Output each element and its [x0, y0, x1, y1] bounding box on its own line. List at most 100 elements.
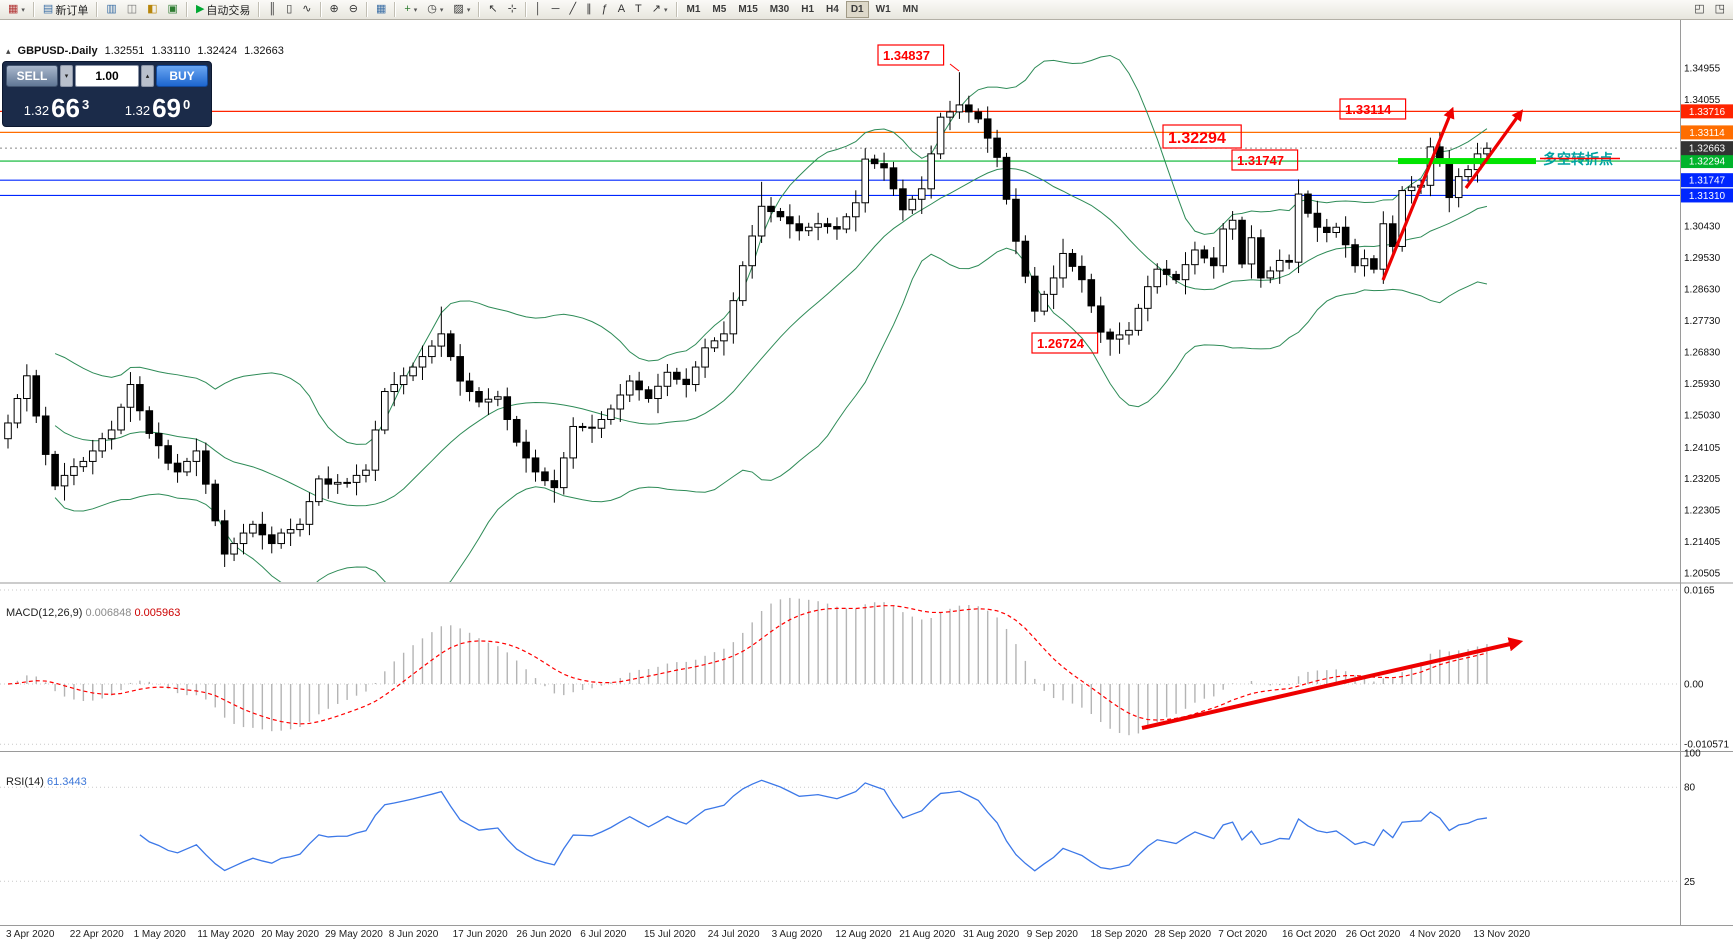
indicators-icon[interactable]: + ▾	[400, 1, 421, 18]
bar-chart-icon[interactable]: ║	[264, 1, 280, 18]
svg-text:12 Aug 2020: 12 Aug 2020	[835, 929, 892, 940]
svg-text:22 Apr 2020: 22 Apr 2020	[70, 929, 124, 940]
svg-text:1.20505: 1.20505	[1684, 569, 1721, 580]
collapse-panel-icon[interactable]: ▴	[6, 46, 11, 56]
svg-text:20 May 2020: 20 May 2020	[261, 929, 319, 940]
toolbar-separator	[258, 2, 261, 17]
trend-arrow[interactable]	[1464, 109, 1524, 189]
crosshair-icon[interactable]: ⊹	[504, 1, 521, 18]
support-zone-highlight[interactable]	[1398, 158, 1536, 165]
bollinger-bands	[54, 54, 1488, 582]
channel-icon[interactable]: ∥	[582, 1, 596, 18]
text-label-icon[interactable]: T	[631, 1, 646, 18]
window-switch-icon[interactable]: ◳	[1711, 1, 1729, 18]
buy-button[interactable]: BUY	[156, 65, 208, 87]
window-layout-icon[interactable]: ◰	[1690, 1, 1708, 18]
tf-d1-button[interactable]: D1	[845, 1, 869, 18]
toolbar-separator	[185, 2, 188, 17]
cursor-icon[interactable]: ↖	[484, 1, 501, 18]
svg-text:1.29530: 1.29530	[1684, 253, 1721, 264]
tf-h4-button[interactable]: H4	[821, 1, 844, 18]
svg-text:16 Oct 2020: 16 Oct 2020	[1282, 929, 1337, 940]
date-axis[interactable]: 3 Apr 2020 22 Apr 2020 1 May 2020 11 May 20…	[6, 929, 1531, 940]
new-chart-icon[interactable]: ▦ ▾	[4, 1, 29, 18]
volume-input[interactable]	[75, 65, 139, 87]
chart-annotation[interactable]: 1.26724	[1031, 332, 1099, 354]
zoom-out-icon[interactable]: ⊖	[345, 1, 362, 18]
line-chart-icon[interactable]: ∿	[298, 1, 315, 18]
svg-text:7 Oct 2020: 7 Oct 2020	[1218, 929, 1267, 940]
zoom-in-icon[interactable]: ⊕	[326, 1, 343, 18]
rsi-value: 61.3443	[46, 776, 87, 788]
macd-trend-arrow[interactable]	[1141, 637, 1524, 730]
rsi-indicator-label: RSI(14) 61.3443	[6, 776, 87, 788]
svg-text:1.34837: 1.34837	[883, 48, 930, 63]
horizontal-line-icon[interactable]: ─	[548, 1, 564, 18]
volume-increase-button[interactable]: ▴	[141, 65, 154, 87]
tf-m1-button[interactable]: M1	[682, 1, 706, 18]
templates-icon[interactable]: ▨ ▾	[449, 1, 474, 18]
new-order-button[interactable]: ▤ 新订单	[39, 1, 92, 18]
ask-price-pipette: 0	[183, 97, 191, 112]
chart-annotation[interactable]: 1.34837	[877, 44, 960, 72]
chart-annotation[interactable]: 1.33114	[1339, 98, 1407, 120]
tf-m30-button[interactable]: M30	[765, 1, 794, 18]
arrows-icon[interactable]: ↗ ▾	[648, 1, 672, 18]
sell-button[interactable]: SELL	[6, 65, 58, 87]
svg-text:1 May 2020: 1 May 2020	[134, 929, 187, 940]
chart-annotation[interactable]: 多空转折点	[1540, 151, 1620, 167]
svg-text:1.33114: 1.33114	[1345, 102, 1392, 117]
candlestick-chart-icon[interactable]: ▯	[282, 1, 296, 18]
chart-annotation[interactable]: 1.32294	[1162, 124, 1242, 149]
trend-arrow[interactable]	[1381, 106, 1455, 281]
svg-text:8 Jun 2020: 8 Jun 2020	[389, 929, 439, 940]
svg-text:1.33114: 1.33114	[1689, 128, 1725, 139]
ask-price: 1.32 69 0	[107, 89, 208, 123]
toolbar-separator	[365, 2, 368, 17]
price-chart-svg: 1.34837 1.33114 1.32294 1.31747 1.26724 多空转折点…	[0, 20, 1733, 940]
navigator-icon[interactable]: ◧	[143, 1, 161, 18]
toolbar-separator	[675, 2, 678, 17]
vertical-line-icon[interactable]: │	[531, 1, 546, 18]
chart-area[interactable]: 1.34837 1.33114 1.32294 1.31747 1.26724 多空转折点…	[0, 20, 1733, 943]
volume-decrease-button[interactable]: ▾	[60, 65, 73, 87]
bid-price-prefix: 1.32	[23, 102, 50, 118]
svg-text:1.33716: 1.33716	[1689, 107, 1726, 118]
svg-text:80: 80	[1684, 783, 1696, 794]
svg-text:26 Jun 2020: 26 Jun 2020	[516, 929, 571, 940]
trendline-icon[interactable]: ╱	[565, 1, 580, 18]
bid-price-big-digits: 66	[51, 93, 80, 123]
toolbar-separator	[96, 2, 99, 17]
svg-text:1.23205: 1.23205	[1684, 474, 1721, 485]
data-window-icon[interactable]: ◫	[123, 1, 141, 18]
svg-text:0.0165: 0.0165	[1684, 585, 1715, 596]
toolbar-separator	[524, 2, 527, 17]
tile-windows-icon[interactable]: ▦	[372, 1, 390, 18]
annotations-layer: 1.34837 1.33114 1.32294 1.31747 1.26724 多空转折点	[877, 44, 1620, 354]
svg-text:29 May 2020: 29 May 2020	[325, 929, 383, 940]
svg-text:6 Jul 2020: 6 Jul 2020	[580, 929, 627, 940]
tf-mn-button[interactable]: MN	[898, 1, 924, 18]
tf-m5-button[interactable]: M5	[707, 1, 731, 18]
tf-h1-button[interactable]: H1	[796, 1, 819, 18]
toolbar-separator	[319, 2, 322, 17]
svg-text:0.00: 0.00	[1684, 679, 1704, 690]
svg-text:-0.010571: -0.010571	[1684, 740, 1729, 751]
symbol-header: ▴ GBPUSD-.Daily 1.32551 1.33110 1.32424 …	[6, 45, 284, 57]
macd-value: 0.006848	[85, 607, 132, 619]
periods-icon[interactable]: ◷ ▾	[423, 1, 447, 18]
tf-w1-button[interactable]: W1	[871, 1, 896, 18]
tf-m15-button[interactable]: M15	[733, 1, 762, 18]
svg-text:1.25930: 1.25930	[1684, 379, 1721, 390]
ohlc-close: 1.32663	[244, 45, 284, 57]
autotrade-button[interactable]: ▶ 自动交易	[192, 1, 254, 18]
chart-annotation[interactable]: 1.31747	[1231, 149, 1299, 171]
svg-text:24 Jul 2020: 24 Jul 2020	[708, 929, 760, 940]
terminal-icon[interactable]: ▣	[164, 1, 182, 18]
svg-text:1.28630: 1.28630	[1684, 285, 1721, 296]
fibonacci-icon[interactable]: ƒ	[598, 1, 612, 18]
ohlc-open: 1.32551	[104, 45, 145, 57]
text-icon[interactable]: A	[614, 1, 629, 18]
svg-text:1.32294: 1.32294	[1689, 157, 1726, 168]
market-watch-icon[interactable]: ▥	[102, 1, 120, 18]
